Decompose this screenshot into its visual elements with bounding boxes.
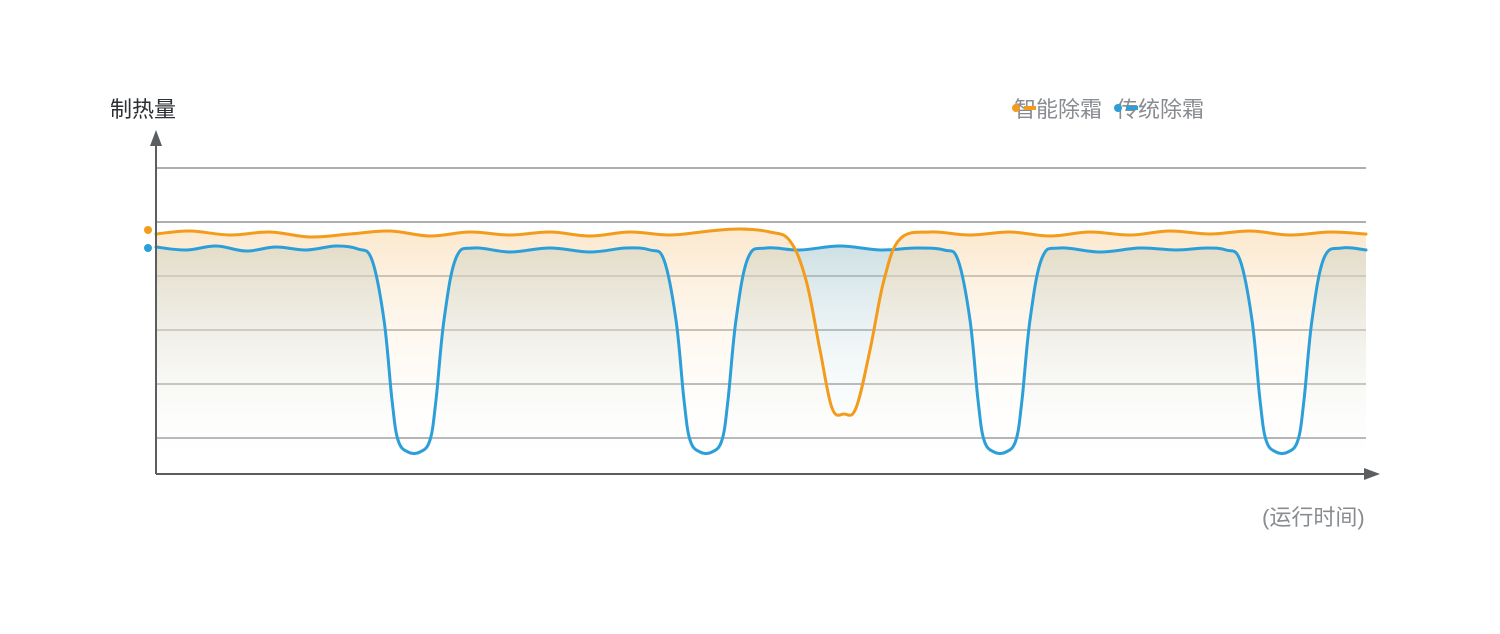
x-axis-label: (运行时间) [1262, 500, 1365, 532]
chart-canvas [0, 0, 1500, 634]
chart-stage: 制热量 智能除霜 传统除霜 (运行时间) [0, 0, 1500, 634]
